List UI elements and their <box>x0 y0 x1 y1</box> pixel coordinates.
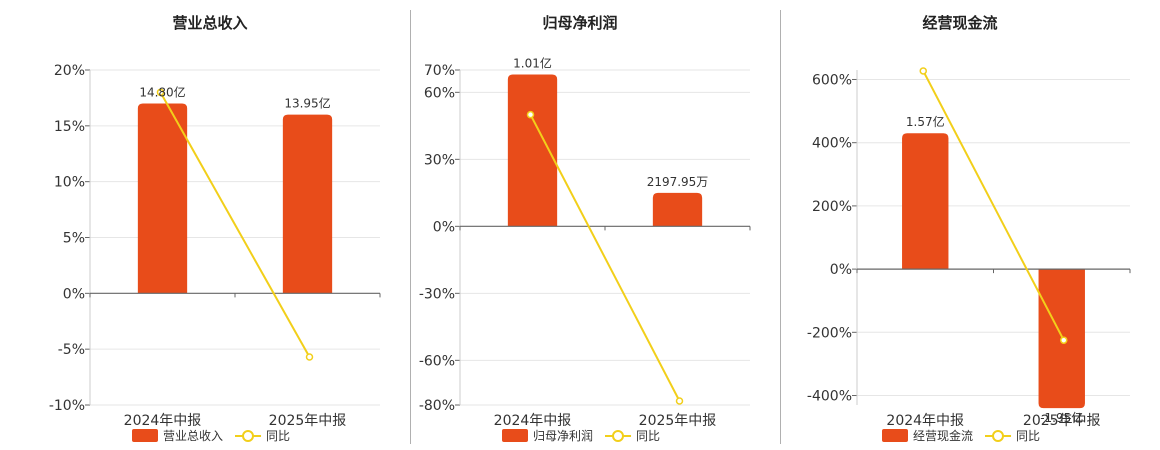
x-tick-label: 2025年中报 <box>639 413 717 429</box>
y-tick-label: 10% <box>54 175 85 191</box>
yoy-point <box>1060 336 1068 344</box>
y-tick-label: -60% <box>419 353 455 369</box>
legend-bar-swatch <box>132 429 158 442</box>
x-tick-label: 2024年中报 <box>886 413 964 429</box>
y-tick-label: -200% <box>807 325 852 341</box>
bar-data-label: 1.01亿 <box>513 55 552 70</box>
yoy-point <box>675 397 684 405</box>
legend-line-label: 同比 <box>1016 429 1040 443</box>
legend-line-marker <box>612 430 624 442</box>
chart-title: 营业总收入 <box>172 14 247 32</box>
legend-line-label: 同比 <box>266 429 290 443</box>
x-tick-label: 2025年中报 <box>1023 413 1101 429</box>
bar <box>652 192 703 227</box>
legend-line-label: 同比 <box>636 429 660 443</box>
y-tick-label: 15% <box>54 119 85 135</box>
y-tick-label: 400% <box>812 136 852 152</box>
legend-bar-label: 营业总收入 <box>163 429 223 443</box>
x-tick-label: 2024年中报 <box>124 413 202 429</box>
yoy-point <box>156 88 165 97</box>
y-tick-label: 30% <box>424 152 455 168</box>
legend-line-marker <box>242 430 254 442</box>
y-tick-label: 0% <box>830 262 852 278</box>
chart-panel-3: 经营现金流 -400% -200% 0% 200% 400% 600% 1.57亿 -1.95亿… <box>807 14 1131 443</box>
y-tick-label: 5% <box>63 231 85 247</box>
chart-panel-2: 归母净利润 -80% -60% -30% 0% 30% 60% 70% 1.01亿 2197.95… <box>419 14 751 443</box>
bar <box>902 133 949 270</box>
yoy-point <box>305 353 314 361</box>
yoy-line <box>159 91 311 358</box>
panel-divider-2 <box>780 10 781 444</box>
yoy-line <box>529 114 681 402</box>
legend-line-marker <box>992 430 1004 442</box>
bar-data-label: -1.95亿 <box>1040 410 1083 425</box>
chart-title: 经营现金流 <box>922 14 997 32</box>
bar-data-label: 14.80亿 <box>139 85 185 100</box>
bar <box>137 103 188 294</box>
y-tick-label: -10% <box>49 398 85 414</box>
y-tick-label: 0% <box>433 219 455 235</box>
y-tick-label: 200% <box>812 199 852 215</box>
y-tick-label: -5% <box>58 342 85 358</box>
y-tick-label: 20% <box>54 63 85 79</box>
y-tick-label: -80% <box>419 398 455 414</box>
bar-data-label: 2197.95万 <box>647 175 709 189</box>
yoy-point <box>919 67 927 75</box>
bar-data-label: 1.57亿 <box>906 114 945 129</box>
bar <box>507 74 558 227</box>
y-tick-label: -30% <box>419 286 455 302</box>
legend-bar-swatch <box>502 429 528 442</box>
yoy-point <box>526 110 535 119</box>
y-tick-label: 600% <box>812 72 852 88</box>
legend-bar-swatch <box>882 429 908 442</box>
bar-data-label: 13.95亿 <box>284 96 330 111</box>
y-tick-label: 70% <box>424 63 455 79</box>
y-tick-label: 0% <box>63 286 85 302</box>
legend-bar-label: 经营现金流 <box>913 428 973 443</box>
y-tick-label: 60% <box>424 85 455 101</box>
chart-panel-1: 营业总收入 -10% -5% 0% 5% 10% 15% 20% 14.80亿 13.95亿 202… <box>49 14 381 443</box>
x-tick-label: 2024年中报 <box>494 413 572 429</box>
panel-divider-1 <box>410 10 411 444</box>
bar <box>282 114 333 294</box>
x-tick-label: 2025年中报 <box>269 413 347 429</box>
chart-title: 归母净利润 <box>542 14 617 32</box>
yoy-line <box>922 70 1065 341</box>
y-tick-label: -400% <box>807 389 852 405</box>
legend-bar-label: 归母净利润 <box>533 429 593 443</box>
